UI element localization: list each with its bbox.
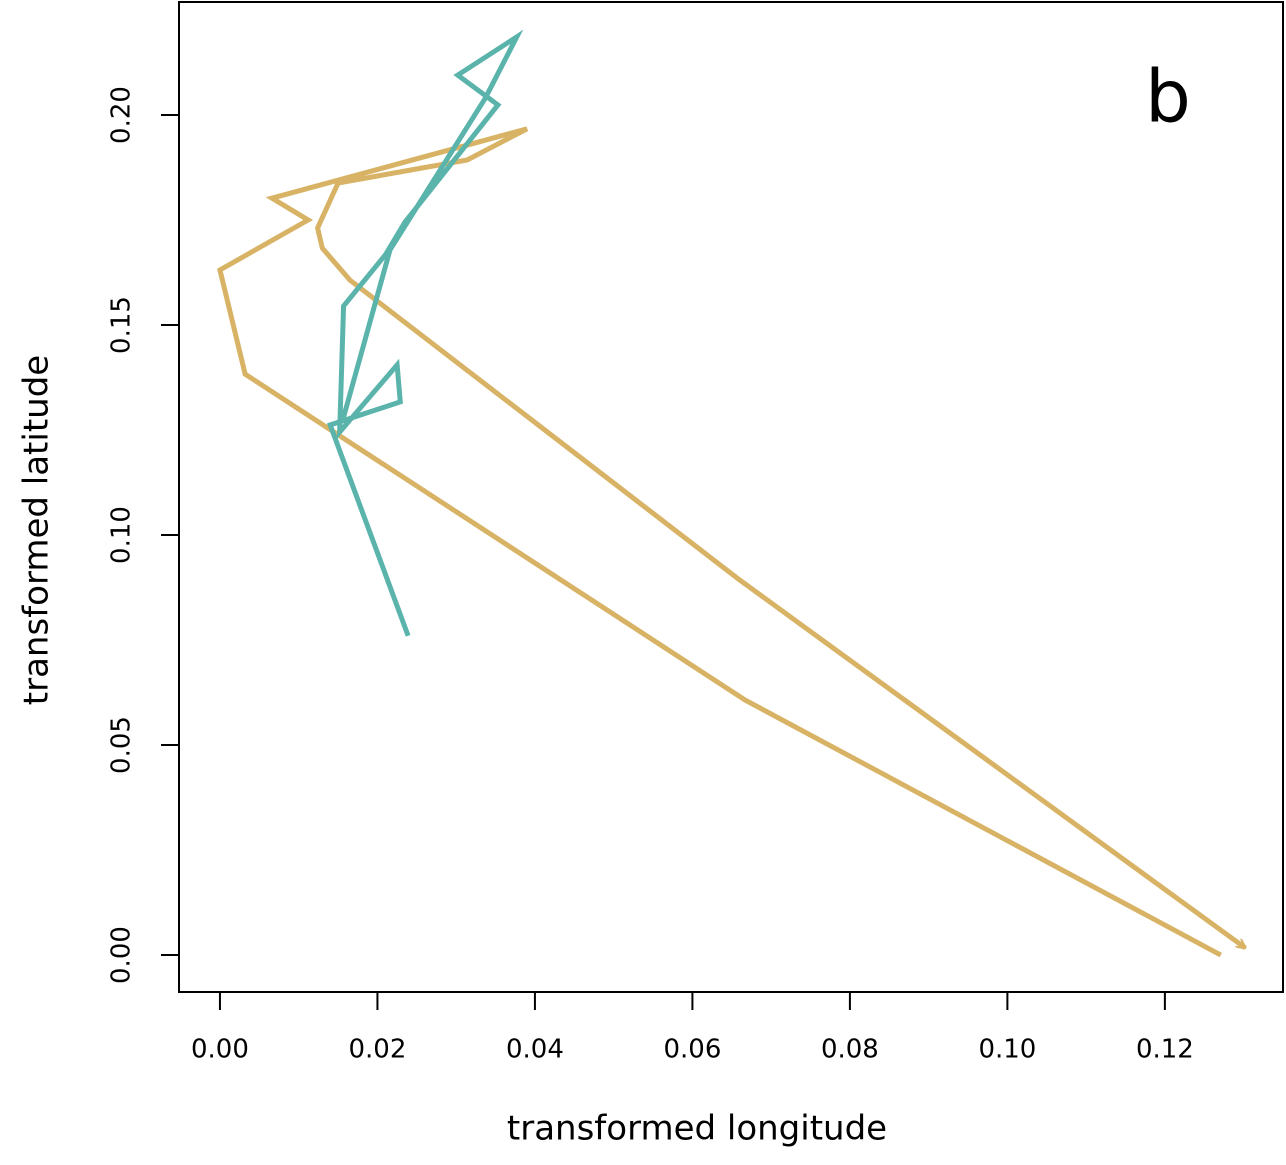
series-line bbox=[217, 126, 1245, 958]
x-tick-label: 0.00 bbox=[191, 1035, 249, 1065]
x-tick-label: 0.06 bbox=[663, 1035, 721, 1065]
plot-frame bbox=[178, 1, 1284, 993]
x-tick-label: 0.12 bbox=[1136, 1035, 1194, 1065]
panel-label: b bbox=[1145, 55, 1191, 139]
x-tick-label: 0.08 bbox=[821, 1035, 879, 1065]
series-line bbox=[326, 29, 524, 637]
y-tick-label: 0.00 bbox=[107, 926, 137, 984]
y-tick-label: 0.15 bbox=[107, 296, 137, 354]
y-tick-label: 0.05 bbox=[107, 716, 137, 774]
x-axis-title: transformed longitude bbox=[507, 1109, 887, 1149]
x-tick-label: 0.10 bbox=[978, 1035, 1036, 1065]
x-tick-label: 0.04 bbox=[506, 1035, 564, 1065]
y-tick-label: 0.20 bbox=[107, 86, 137, 144]
y-axis-title: transformed latitude bbox=[17, 355, 57, 705]
y-tick-label: 0.10 bbox=[107, 506, 137, 564]
x-tick-label: 0.02 bbox=[348, 1035, 406, 1065]
